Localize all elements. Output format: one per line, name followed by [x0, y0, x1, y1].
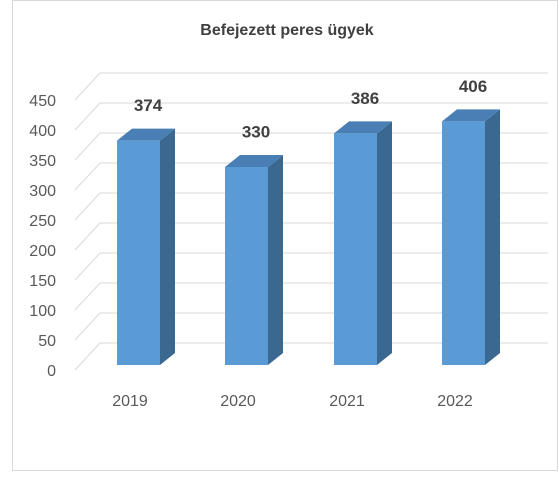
x-tick-label: 2019: [112, 393, 148, 410]
bar-top: [334, 121, 392, 134]
y-tick-label: 300: [29, 183, 56, 200]
y-tick-label: 0: [47, 363, 56, 380]
bar: [117, 128, 175, 365]
bar: [225, 155, 283, 365]
grid-line: [74, 342, 548, 371]
bar-front: [117, 140, 160, 365]
grid-line: [74, 132, 548, 161]
bar-side: [268, 155, 283, 365]
x-tick-label: 2020: [220, 393, 256, 410]
y-tick-label: 450: [29, 93, 56, 110]
bar-top: [442, 109, 500, 122]
y-tick-label: 200: [29, 243, 56, 260]
grid-line: [74, 72, 548, 101]
grid-line: [74, 252, 548, 281]
bar-front: [334, 133, 377, 365]
grid-line: [74, 102, 548, 131]
grid-line: [74, 162, 548, 191]
y-tick-label: 50: [38, 333, 56, 350]
bar-top: [225, 155, 283, 167]
value-label: 406: [459, 77, 487, 96]
bar-side: [377, 121, 392, 366]
grid-line: [74, 282, 548, 311]
bar-side: [485, 109, 500, 366]
grid-line: [74, 192, 548, 221]
y-tick-label: 400: [29, 123, 56, 140]
value-label: 374: [134, 96, 163, 115]
bar-front: [442, 121, 485, 366]
bar: [442, 109, 500, 366]
x-tick-label: 2021: [329, 393, 365, 410]
value-label: 386: [351, 89, 379, 108]
chart-title: Befejezett peres ügyek: [200, 22, 374, 39]
y-tick-label: 150: [29, 273, 56, 290]
bar-side: [160, 128, 175, 365]
bar-front: [225, 167, 268, 365]
y-tick-label: 100: [29, 303, 56, 320]
bar-top: [117, 128, 175, 141]
y-tick-label: 350: [29, 153, 56, 170]
x-tick-label: 2022: [437, 393, 473, 410]
grid-line: [74, 222, 548, 251]
bar: [334, 121, 392, 366]
value-label: 330: [242, 122, 270, 141]
grid-line: [74, 312, 548, 341]
y-tick-label: 250: [29, 213, 56, 230]
